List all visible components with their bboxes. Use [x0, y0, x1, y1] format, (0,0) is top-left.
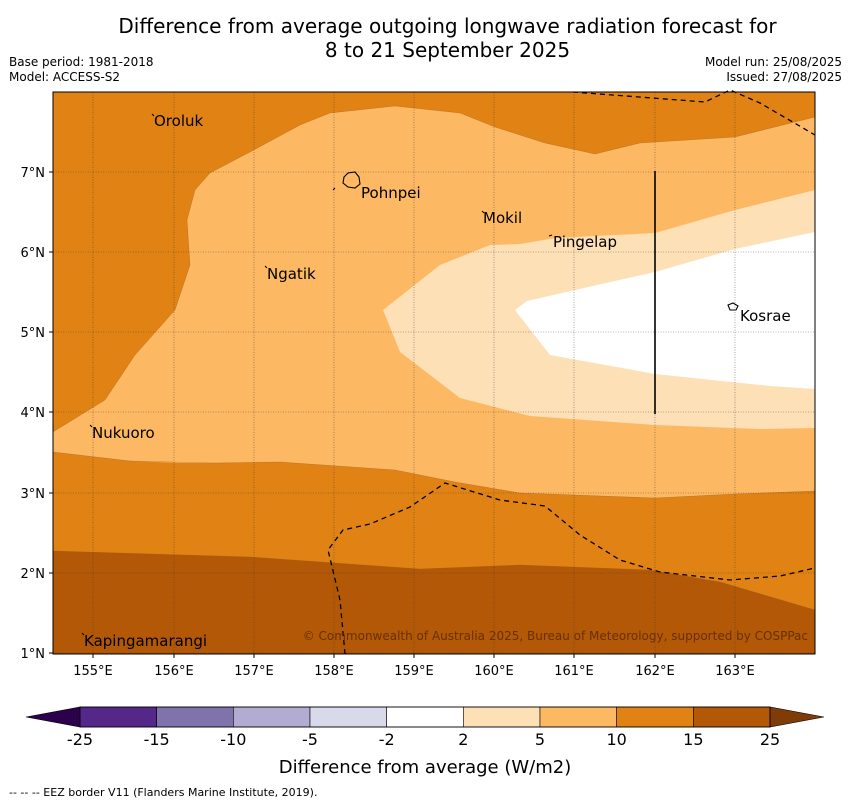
place-label: Mokil [483, 209, 522, 227]
mokil-mark [481, 210, 485, 214]
nukuoro-mark [89, 424, 93, 428]
colorbar-tick-label: -2 [379, 730, 395, 749]
meta-left: Base period: 1981-2018 Model: ACCESS-S2 [9, 55, 154, 85]
colorbar: -25 -15 -10 -5 -2 2 5 10 15 25 [25, 706, 825, 749]
ngatik-mark [264, 265, 268, 269]
colorbar-over-arrow [769, 706, 825, 728]
pohnpei-mark [332, 187, 336, 191]
base-period: Base period: 1981-2018 [9, 55, 154, 69]
oroluk-mark [151, 113, 155, 117]
x-tick-label: 161°E [554, 664, 594, 679]
x-tick-label: 156°E [154, 664, 194, 679]
eez-borders [327, 89, 816, 655]
colorbar-tick-label: -10 [220, 730, 246, 749]
colorbar-tick-label: 2 [458, 730, 468, 749]
colorbar-tick-label: -15 [144, 730, 170, 749]
y-tick-label: 6°N [21, 246, 46, 261]
island-outlines [81, 113, 739, 636]
place-label: Pohnpei [361, 184, 421, 202]
region-15-25 [53, 551, 815, 654]
colorbar-label: Difference from average (W/m2) [279, 757, 571, 778]
kosrae-outline [727, 302, 739, 311]
title-line-2: 8 to 21 September 2025 [324, 38, 571, 62]
place-labels: Oroluk Pohnpei Mokil Pingelap Ngatik Kos… [84, 112, 791, 650]
colorbar-under-arrow [25, 706, 81, 728]
x-tick-label: 159°E [394, 664, 434, 679]
place-label: Pingelap [553, 233, 617, 251]
colorbar-segment [386, 706, 464, 728]
x-tick-label: 157°E [234, 664, 274, 679]
model-run: Model run: 25/08/2025 [704, 55, 842, 69]
y-tick-label: 5°N [21, 326, 46, 341]
y-tick-label: 4°N [21, 406, 46, 421]
region-neg2-2 [515, 232, 815, 389]
colorbar-segment [539, 706, 617, 728]
colorbar-segment [463, 706, 541, 728]
issued-date: Issued: 27/08/2025 [726, 70, 842, 84]
map-title: Difference from average outgoing longwav… [80, 14, 815, 62]
colorbar-segment [616, 706, 694, 728]
eez-footnote: -- -- -- EEZ border V11 (Flanders Marine… [9, 786, 318, 799]
colorbar-segment [309, 706, 387, 728]
colorbar-tick-label: 15 [683, 730, 703, 749]
y-tick-label: 3°N [21, 487, 46, 502]
x-tick-label: 158°E [314, 664, 354, 679]
kapinga-mark [81, 632, 85, 636]
y-tick-label: 2°N [21, 567, 46, 582]
colorbar-tick-label: 10 [606, 730, 626, 749]
y-tick-label: 1°N [21, 647, 46, 662]
meta-right: Model run: 25/08/2025 Issued: 27/08/2025 [705, 55, 842, 85]
y-tick-label: 7°N [21, 166, 46, 181]
x-tick-label: 160°E [474, 664, 514, 679]
colorbar-tick-label: -5 [302, 730, 318, 749]
place-label: Ngatik [267, 265, 316, 283]
colorbar-segment [156, 706, 234, 728]
pingelap-mark [548, 234, 553, 237]
gridlines [53, 92, 815, 654]
contour-fill [53, 92, 815, 654]
place-label: Kapingamarangi [84, 632, 207, 650]
place-label: Nukuoro [92, 424, 155, 442]
place-label: Kosrae [740, 307, 791, 325]
colorbar-segment [693, 706, 771, 728]
model-name: Model: ACCESS-S2 [9, 70, 121, 84]
copyright-notice: © Commonwealth of Australia 2025, Bureau… [303, 629, 808, 643]
eez-border-south [327, 482, 816, 655]
pohnpei-outline [342, 171, 361, 189]
colorbar-tick-label: -25 [67, 730, 93, 749]
x-axis-ticks: 155°E 156°E 157°E 158°E 159°E 160°E 161°E 162°E… [73, 654, 755, 679]
x-tick-label: 162°E [635, 664, 675, 679]
contour-lines [52, 105, 816, 611]
title-line-1: Difference from average outgoing longwav… [118, 14, 777, 38]
colorbar-segment [233, 706, 311, 728]
colorbar-tick-label: 5 [535, 730, 545, 749]
colorbar-segment [79, 706, 157, 728]
map-frame [52, 91, 816, 655]
x-tick-label: 155°E [73, 664, 113, 679]
colorbar-tick-label: 25 [760, 730, 780, 749]
y-axis-ticks: 7°N 6°N 5°N 4°N 3°N 2°N 1°N [21, 166, 53, 662]
x-tick-label: 163°E [715, 664, 755, 679]
place-label: Oroluk [154, 112, 203, 130]
